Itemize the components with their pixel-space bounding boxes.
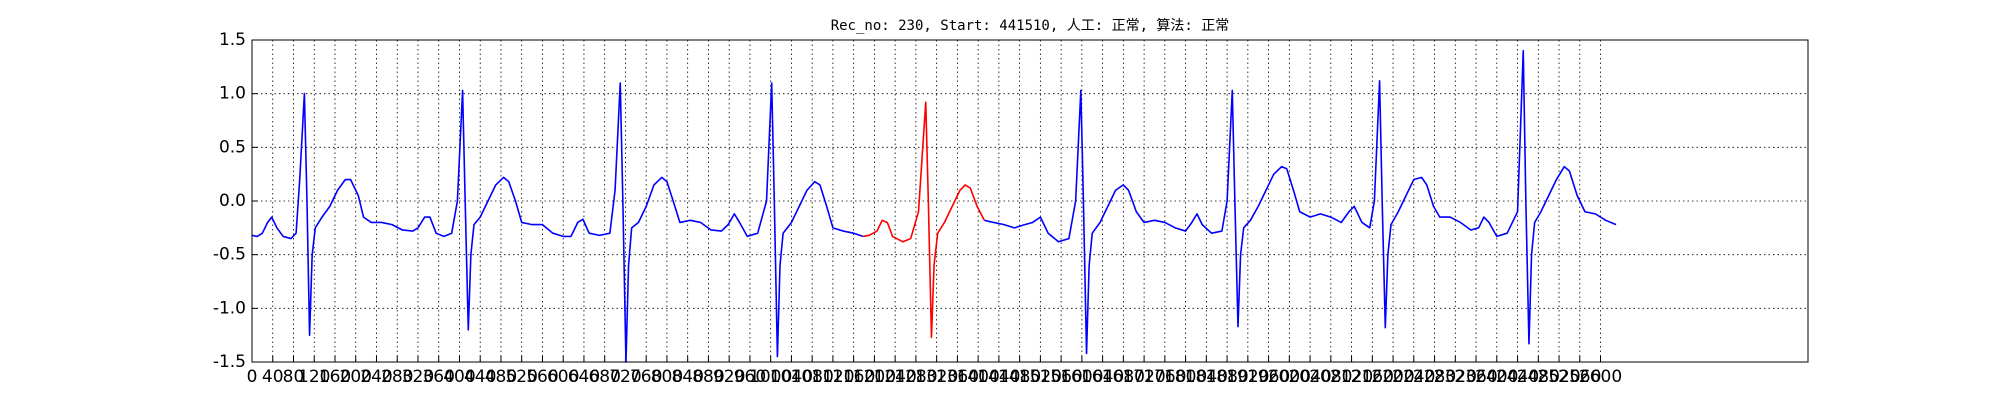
x-tick-label: 1560	[1039, 367, 1082, 387]
x-tick-label: 2040	[1288, 367, 1331, 387]
x-tick-label: 2560	[1558, 367, 1601, 387]
chart-title: Rec_no: 230, Start: 441510, 人工: 正常, 算法: …	[831, 18, 1230, 34]
x-tick-label: 200	[340, 367, 372, 387]
x-tick-label: 1880	[1205, 367, 1248, 387]
x-tick-label: 1480	[998, 367, 1041, 387]
x-tick-label: 320	[402, 367, 434, 387]
y-tick-label: -1.5	[213, 352, 246, 372]
x-tick-label: 2080	[1309, 367, 1352, 387]
x-tick-label: 2120	[1330, 367, 1373, 387]
plot-frame	[251, 39, 1809, 363]
x-tick-label: 800	[651, 367, 683, 387]
x-tick-label: 1800	[1164, 367, 1207, 387]
x-tick-label: 760	[630, 367, 662, 387]
x-tick-label: 120	[298, 367, 330, 387]
x-tick-label: 1600	[1060, 367, 1103, 387]
x-tick-label: 240	[360, 367, 392, 387]
x-tick-label: 280	[381, 367, 413, 387]
x-tick-label: 40	[262, 367, 284, 387]
x-tick-label: 80	[283, 367, 305, 387]
x-tick-label: 1320	[915, 367, 958, 387]
x-tick-label: 2360	[1454, 367, 1497, 387]
x-tick-label: 2000	[1268, 367, 1311, 387]
x-tick-label: 400	[443, 367, 475, 387]
x-tick-label: 1520	[1019, 367, 1062, 387]
x-tick-label: 1240	[874, 367, 917, 387]
x-tick-label: 1680	[1102, 367, 1145, 387]
x-tick-label: 2160	[1351, 367, 1394, 387]
x-tick-label: 880	[692, 367, 724, 387]
x-tick-label: 1920	[1226, 367, 1269, 387]
x-tick-label: 1120	[811, 367, 854, 387]
x-tick-label: 1000	[749, 367, 792, 387]
x-tick-label: 360	[422, 367, 454, 387]
ecg-line	[251, 49, 1617, 363]
x-tick-label: 1960	[1247, 367, 1290, 387]
x-tick-label: 160	[319, 367, 351, 387]
ecg-line	[862, 101, 986, 339]
x-tick-label: 1720	[1122, 367, 1165, 387]
x-tick-label: 2240	[1392, 367, 1435, 387]
x-tick-label: 2520	[1537, 367, 1580, 387]
x-tick-label: 600	[547, 367, 579, 387]
x-tick-label: 920	[713, 367, 745, 387]
x-tick-label: 1760	[1143, 367, 1186, 387]
x-tick-label: 1400	[957, 367, 1000, 387]
x-tick-label: 2280	[1413, 367, 1456, 387]
x-tick-label: 960	[734, 367, 766, 387]
x-tick-label: 720	[609, 367, 641, 387]
x-tick-label: 1080	[791, 367, 834, 387]
x-tick-label: 2600	[1579, 367, 1622, 387]
x-tick-label: 680	[588, 367, 620, 387]
x-tick-label: 0	[247, 367, 258, 387]
x-tick-label: 2440	[1496, 367, 1539, 387]
x-tick-label: 2480	[1517, 367, 1560, 387]
x-tick-label: 1200	[853, 367, 896, 387]
x-tick-label: 520	[505, 367, 537, 387]
x-tick-label: 2400	[1475, 367, 1518, 387]
x-tick-label: 560	[526, 367, 558, 387]
y-tick-label: -1.0	[213, 298, 246, 318]
x-tick-label: 1160	[832, 367, 875, 387]
x-tick-label: 640	[568, 367, 600, 387]
x-tick-label: 840	[671, 367, 703, 387]
y-tick-label: 0.0	[219, 191, 246, 211]
x-tick-label: 1840	[1185, 367, 1228, 387]
y-tick-label: -0.5	[213, 245, 246, 265]
x-tick-label: 480	[485, 367, 517, 387]
y-tick-label: 1.0	[219, 84, 246, 104]
y-tick-label: 0.5	[219, 137, 246, 157]
x-tick-label: 2200	[1371, 367, 1414, 387]
x-tick-label: 2320	[1434, 367, 1477, 387]
x-tick-label: 1440	[977, 367, 1020, 387]
y-tick-label: 1.5	[219, 30, 246, 50]
x-tick-label: 440	[464, 367, 496, 387]
x-tick-label: 1640	[1081, 367, 1124, 387]
x-tick-label: 1040	[770, 367, 813, 387]
x-tick-label: 1280	[894, 367, 937, 387]
x-tick-label: 1360	[936, 367, 979, 387]
